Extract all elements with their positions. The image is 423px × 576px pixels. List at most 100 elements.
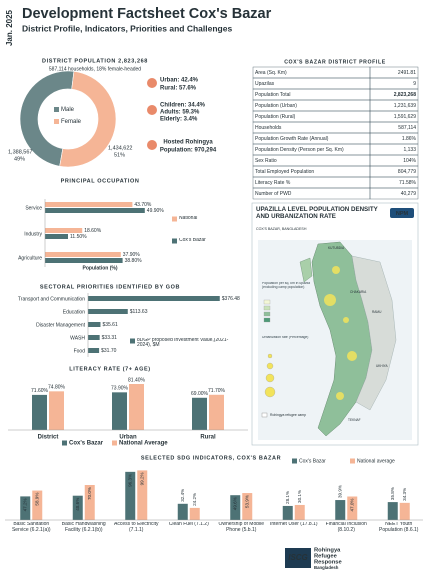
value-label: 96.3% bbox=[127, 474, 132, 487]
table-label: Population (Rural) bbox=[255, 114, 296, 120]
category-label-box: Access to Electricity (7.1.1) bbox=[114, 522, 159, 533]
legend-swatch bbox=[54, 107, 59, 112]
map-title-box: UPAZILLA LEVEL POPULATION DENSITY AND UR… bbox=[256, 206, 378, 221]
table-value: 1,591,629 bbox=[394, 114, 416, 120]
map-title: UPAZILLA LEVEL POPULATION DENSITY AND UR… bbox=[256, 206, 378, 221]
value-label: $33.31 bbox=[102, 335, 118, 341]
category-label: NEET Youth Population (8.6.1) bbox=[379, 522, 419, 533]
table-value: 104% bbox=[403, 158, 416, 164]
org-name: Rohingya bbox=[314, 548, 341, 554]
value-label: $35.61 bbox=[102, 322, 118, 328]
slice-share: 49% bbox=[14, 156, 25, 162]
table-value: 71.58% bbox=[399, 180, 417, 186]
map-place: KUTUBDIA bbox=[328, 246, 345, 250]
legend-label: National bbox=[179, 215, 198, 221]
value-label: 74.80% bbox=[48, 385, 66, 391]
table-label: Sex Ratio bbox=[255, 158, 277, 164]
table-title: COX'S BAZAR DISTRICT PROFILE bbox=[284, 59, 386, 65]
population-stat: Adults: 59.3% bbox=[160, 110, 200, 116]
legend-label: National Average bbox=[119, 441, 168, 447]
category-label: Industry bbox=[24, 231, 42, 237]
table-value: 2,823,268 bbox=[394, 92, 416, 98]
bar bbox=[45, 202, 133, 207]
bar bbox=[294, 504, 305, 520]
category-label: WASH bbox=[70, 335, 85, 341]
donut-slice bbox=[59, 71, 117, 168]
table-label: Population Density (Person per Sq. Km) bbox=[255, 147, 344, 153]
table-label: Total Employed Population bbox=[255, 169, 314, 175]
category-label: Internet User (17.8.1) bbox=[269, 522, 318, 527]
bar bbox=[88, 335, 100, 340]
category-label-box: Basic Sanitation Service (6.2.1(a)) bbox=[12, 522, 51, 533]
table-label: Population Total bbox=[255, 92, 291, 98]
map-camp-swatch bbox=[261, 412, 268, 418]
table-cell bbox=[369, 77, 419, 90]
value-label: 34.3% bbox=[402, 488, 407, 501]
table-label: Population Growth Rate (Annual) bbox=[255, 136, 329, 142]
category-label-box: Clean Fuel (7.1.2) bbox=[169, 522, 209, 527]
category-label: Basic Handwashing Facility (6.2.1(b)) bbox=[61, 522, 106, 533]
category-label: District bbox=[38, 435, 59, 441]
category-label-box: Basic Handwashing Facility (6.2.1(b)) bbox=[61, 522, 106, 533]
bar bbox=[192, 397, 207, 430]
map-density-swatch bbox=[263, 311, 271, 317]
table-label: Upazilas bbox=[255, 81, 275, 87]
value-label: 24.2% bbox=[192, 493, 197, 506]
bar bbox=[45, 258, 123, 263]
value-label: 49.90% bbox=[147, 208, 165, 214]
bar bbox=[387, 502, 398, 520]
legend-label: Cox's Bazar bbox=[179, 237, 206, 243]
population-note: 587,114 households, 18% female-headed bbox=[49, 66, 141, 72]
category-label: Food bbox=[74, 348, 86, 354]
category-label-box: NEET Youth Population (8.6.1) bbox=[379, 522, 419, 533]
rohingya-icon bbox=[147, 140, 157, 150]
population-stat: Elderly: 3.4% bbox=[160, 117, 198, 123]
map-density-swatch bbox=[263, 299, 271, 305]
chart-title: PRINCIPAL OCCUPATION bbox=[61, 178, 140, 184]
value-label: $113.63 bbox=[130, 309, 148, 315]
map-island bbox=[299, 257, 313, 283]
legend-label: Female bbox=[61, 119, 82, 125]
value-label: 49.6% bbox=[232, 497, 237, 510]
title: Development Factsheet Cox's Bazar bbox=[22, 6, 272, 22]
value-label: 73.90% bbox=[111, 386, 129, 392]
rohingya-text: Hosted Rohingya bbox=[163, 140, 213, 146]
table-label: Households bbox=[255, 125, 282, 131]
bar bbox=[335, 500, 346, 520]
population-stat: Urban: 42.4% bbox=[160, 78, 199, 84]
category-label-box: Internet User (17.8.1) bbox=[269, 522, 318, 527]
table-label: Population (Urban) bbox=[255, 103, 297, 109]
org-name: Refugee bbox=[314, 554, 338, 560]
bar bbox=[282, 505, 293, 520]
category-label: Service bbox=[25, 205, 42, 211]
bar bbox=[137, 470, 148, 520]
bar bbox=[49, 391, 64, 430]
table-value: 587,114 bbox=[398, 125, 416, 131]
table-value: 40,279 bbox=[401, 191, 417, 197]
chart-title: SECTORAL PRIORITIES IDENTIFIED BY GOB bbox=[40, 284, 180, 290]
table-value: 9 bbox=[413, 81, 416, 87]
bar bbox=[88, 348, 100, 353]
map-neighbour bbox=[351, 255, 397, 411]
legend-swatch bbox=[54, 119, 59, 124]
category-label: Agriculture bbox=[18, 255, 42, 261]
category-label-box: Ownership of Mobile Phone (5.b.1) bbox=[218, 522, 265, 533]
category-label: Ownership of Mobile Phone (5.b.1) bbox=[218, 522, 265, 533]
table-label: Literacy Rate % bbox=[255, 180, 291, 186]
value-label: 39.9% bbox=[337, 485, 342, 498]
bar bbox=[45, 234, 68, 239]
table-value: 1,133 bbox=[403, 147, 416, 153]
legend-swatch bbox=[292, 458, 297, 464]
map-legend-dot bbox=[266, 362, 274, 370]
age-icon bbox=[147, 105, 157, 115]
value-label: $376.48 bbox=[222, 296, 240, 302]
donut-slice bbox=[19, 70, 75, 167]
legend-label: Cox's Bazar bbox=[69, 441, 104, 447]
category-label: Access to Electricity (7.1.1) bbox=[114, 522, 159, 533]
value-label: 71.60% bbox=[31, 388, 49, 394]
map-place: UKHIYA bbox=[376, 364, 389, 368]
table-cell bbox=[369, 187, 419, 200]
map-urban-dot bbox=[343, 317, 349, 323]
map-urban-title: Urbanization rate (Percentage) bbox=[262, 336, 309, 339]
